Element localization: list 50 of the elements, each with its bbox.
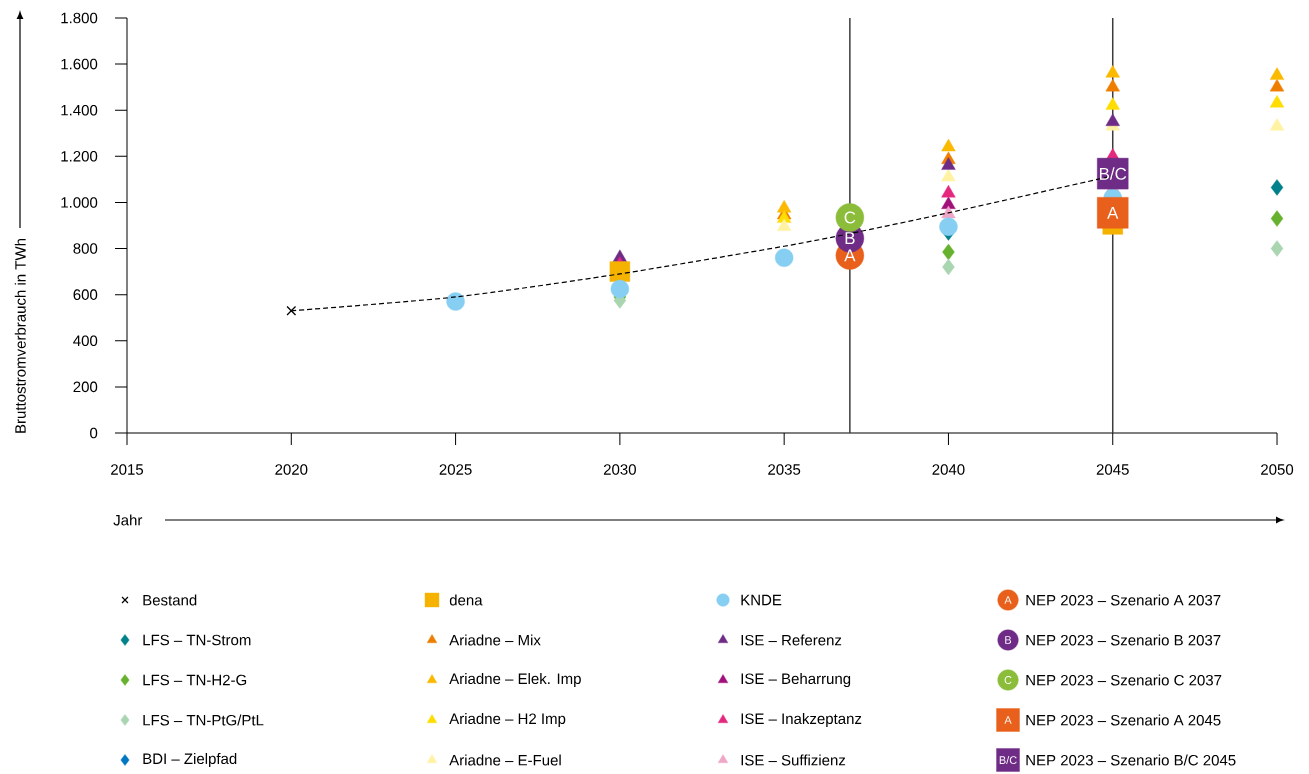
legend-label: ISE – Inakzeptanz bbox=[741, 713, 862, 727]
annotation: C bbox=[844, 211, 856, 224]
legend-label: Ariadne – H2 Imp bbox=[449, 713, 566, 727]
x-tick-label: 2040 bbox=[932, 464, 965, 475]
y-tick-label: 1.200 bbox=[61, 151, 98, 162]
legend-label: ISE – Beharrung bbox=[741, 673, 851, 687]
y-axis-title: Bruttostromverbrauch in TWh bbox=[14, 239, 26, 433]
y-tick-label: 800 bbox=[73, 243, 98, 254]
text: A bbox=[1004, 596, 1012, 604]
x-axis-title: Jahr bbox=[113, 514, 143, 526]
x-tick-label: 2035 bbox=[768, 464, 801, 475]
legend-label: NEP 2023 – Szenario C 2037 bbox=[1026, 674, 1222, 686]
x-tick-label: 2050 bbox=[1261, 464, 1294, 475]
x-tick-label: 2020 bbox=[275, 464, 308, 475]
y-tick-label: 1.800 bbox=[61, 12, 98, 24]
legend-label: NEP 2023 – Szenario A 2045 bbox=[1026, 714, 1221, 726]
legend-label: Bestand bbox=[143, 594, 197, 606]
y-tick-label: 1.400 bbox=[61, 104, 98, 116]
legend-label: Ariadne – Elek. Imp bbox=[449, 673, 581, 687]
annotation: A bbox=[844, 249, 856, 262]
y-tick-label: 1.000 bbox=[61, 197, 98, 208]
y-tick-label: 600 bbox=[73, 289, 98, 300]
x-tick-label: 2045 bbox=[1096, 464, 1129, 475]
legend-label: NEP 2023 – Szenario B 2037 bbox=[1026, 634, 1221, 646]
legend-label: ISE – Referenz bbox=[741, 634, 842, 646]
legend-label: ISE – Suffizienz bbox=[741, 754, 846, 766]
legend-label: KNDE bbox=[741, 594, 782, 606]
y-tick-label: 1.600 bbox=[61, 58, 98, 70]
text: A bbox=[1004, 716, 1012, 724]
annotation: B bbox=[845, 232, 855, 245]
y-tick-label: 400 bbox=[73, 335, 98, 347]
legend-label: dena bbox=[449, 594, 483, 606]
text: B/C bbox=[999, 755, 1017, 765]
legend-label: BDI – Zielpfad bbox=[143, 753, 237, 767]
legend-label: LFS – TN-PtG/PtL bbox=[143, 714, 264, 726]
x-tick-label: 2015 bbox=[111, 464, 144, 475]
legend-label: LFS – TN-Strom bbox=[143, 634, 251, 646]
y-tick-label: 200 bbox=[73, 381, 98, 393]
annotation: A bbox=[1107, 206, 1119, 219]
legend-label: NEP 2023 – Szenario A 2037 bbox=[1026, 594, 1221, 606]
text: B bbox=[1005, 636, 1012, 644]
legend-label: Ariadne – E-Fuel bbox=[449, 754, 561, 766]
y-tick-label: 0 bbox=[90, 427, 98, 439]
text: C bbox=[1004, 676, 1012, 684]
legend-label: NEP 2023 – Szenario B/C 2045 bbox=[1026, 754, 1236, 766]
x-tick-label: 2025 bbox=[439, 464, 472, 475]
legend-label: Ariadne – Mix bbox=[449, 634, 541, 646]
annotation: B/C bbox=[1099, 167, 1127, 180]
x-tick-label: 2030 bbox=[603, 464, 636, 475]
legend-label: LFS – TN-H2-G bbox=[143, 674, 247, 686]
